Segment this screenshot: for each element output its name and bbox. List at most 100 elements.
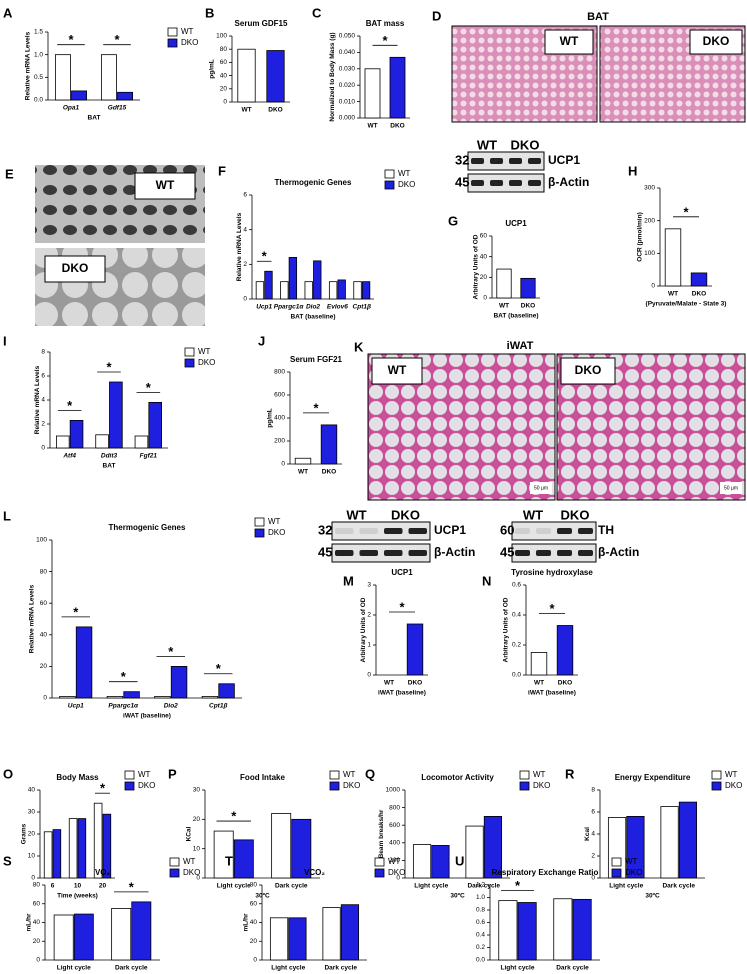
- bar: [626, 816, 645, 879]
- significance-mark: *: [68, 32, 74, 47]
- y-tick-label: 2: [367, 612, 371, 619]
- y-tick-label: 1.0: [34, 51, 43, 58]
- bar: [288, 256, 298, 300]
- chart-title: Body Mass: [56, 773, 99, 782]
- chart-title: Thermogenic Genes: [109, 523, 186, 532]
- legend-swatch: [611, 868, 622, 878]
- y-tick-label: 0: [43, 695, 47, 702]
- x-tick-label: Light cycle: [501, 965, 535, 972]
- blot-band: [528, 180, 541, 186]
- bar: [291, 818, 312, 879]
- y-tick-label: 60: [33, 900, 41, 907]
- bar: [328, 281, 338, 300]
- x-tick-label: Cpt1β: [209, 703, 227, 710]
- panel-letter: J: [258, 333, 265, 348]
- y-tick-label: 0.020: [339, 82, 356, 89]
- y-tick-label: 0.6: [512, 582, 521, 589]
- x-tick-label: WT: [534, 680, 544, 687]
- bar: [269, 917, 289, 961]
- blot-band: [509, 180, 522, 186]
- bar: [109, 381, 123, 449]
- legend-swatch: [167, 38, 178, 48]
- y-tick-label: 4: [41, 397, 45, 404]
- x-tick-label: Opa1: [63, 105, 80, 112]
- significance-mark: *: [146, 380, 152, 395]
- x-tick-label: Ppargc1α: [274, 304, 305, 311]
- bar: [101, 54, 117, 101]
- bar: [572, 898, 592, 961]
- x-axis-label: BAT: [88, 115, 101, 122]
- y-axis-label: Normalized to Body Mass (g): [329, 32, 336, 121]
- panel-letter: M: [343, 573, 354, 588]
- legend-swatch: [711, 770, 722, 780]
- bar: [68, 818, 78, 879]
- x-tick-label: Dio2: [164, 703, 178, 710]
- blot-band: [384, 528, 403, 534]
- blot-band: [408, 528, 427, 534]
- y-tick-label: 2: [243, 261, 247, 268]
- blot-band: [471, 180, 484, 186]
- x-axis-label: BAT (baseline): [493, 313, 538, 320]
- significance-mark: *: [216, 661, 222, 676]
- y-tick-label: 30: [28, 809, 36, 816]
- image-label: DKO: [575, 363, 602, 377]
- y-tick-label: 0: [196, 875, 200, 882]
- y-tick-label: 400: [274, 415, 285, 422]
- chart-title: BAT mass: [366, 19, 405, 28]
- bar: [520, 277, 536, 299]
- y-axis-label: Kcal: [584, 827, 591, 841]
- blot-protein: β-Actin: [434, 545, 475, 559]
- bar: [406, 623, 424, 676]
- image-label: WT: [560, 34, 579, 48]
- chart-title: Serum FGF21: [290, 355, 343, 364]
- y-tick-label: 200: [389, 857, 400, 864]
- y-tick-label: 60: [220, 59, 228, 66]
- blot-protein: TH: [598, 523, 614, 537]
- blot-band: [471, 158, 484, 164]
- y-tick-label: 0: [36, 957, 40, 964]
- x-tick-label: DKO: [268, 107, 282, 114]
- bar: [55, 54, 71, 101]
- blot-band: [359, 528, 378, 534]
- legend-label: DKO: [268, 528, 285, 537]
- y-tick-label: 20: [250, 938, 258, 945]
- y-axis-label: pg/mL: [267, 408, 274, 428]
- y-tick-label: 0.0: [512, 672, 521, 679]
- y-tick-label: 0.010: [339, 98, 356, 105]
- bar: [213, 830, 234, 879]
- y-axis-label: mL/hr: [242, 913, 249, 932]
- y-tick-label: 80: [40, 568, 48, 575]
- y-tick-label: 6: [591, 809, 595, 816]
- blot-marker: 32: [455, 152, 469, 167]
- legend-label: WT: [268, 517, 281, 526]
- blot-group: DKO: [561, 507, 590, 522]
- y-tick-label: 0.000: [339, 115, 356, 122]
- y-axis-label: KCal: [185, 826, 192, 841]
- legend-swatch: [254, 528, 265, 538]
- x-tick-label: DKO: [322, 469, 336, 476]
- y-tick-label: 0: [591, 875, 595, 882]
- x-tick-label: Cpt1β: [353, 304, 371, 311]
- x-tick-label: WT: [298, 469, 308, 476]
- y-axis-label: Relative mRNA Levels: [34, 365, 41, 434]
- x-tick-label: Dark cycle: [324, 965, 357, 972]
- label-box: [544, 29, 594, 55]
- y-tick-label: 0: [396, 875, 400, 882]
- bar: [134, 435, 149, 449]
- y-axis-label: mL/hr: [25, 913, 32, 932]
- x-axis-label: iWAT (baseline): [123, 713, 171, 720]
- chart-title: Food Intake: [240, 773, 285, 782]
- y-tick-label: 100: [644, 250, 655, 257]
- significance-mark: *: [382, 33, 388, 48]
- y-tick-label: 3: [367, 582, 371, 589]
- y-tick-label: 0.050: [339, 33, 356, 40]
- y-axis-label: Arbitrary Units of OD: [360, 597, 367, 662]
- bar: [389, 56, 406, 119]
- x-tick-label: DKO: [408, 680, 422, 687]
- y-tick-label: 0.0: [476, 957, 485, 964]
- bar: [320, 424, 338, 465]
- blot-group: WT: [477, 137, 497, 152]
- y-axis-label: Grams: [20, 823, 27, 844]
- blot-band: [515, 550, 530, 556]
- legend-label: WT: [183, 857, 196, 866]
